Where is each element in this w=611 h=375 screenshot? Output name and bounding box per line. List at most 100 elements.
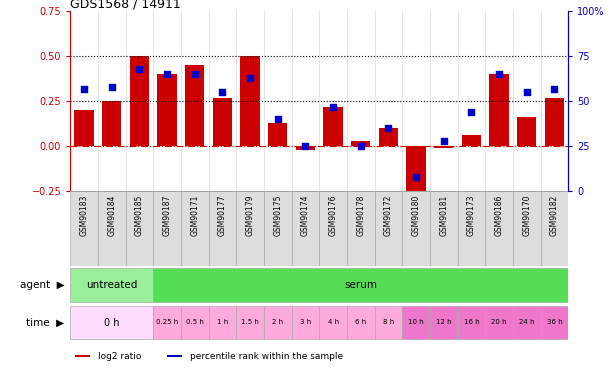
Point [439,138,448,144]
Bar [489,74,509,146]
Point [190,71,200,77]
Text: GSM90186: GSM90186 [494,194,503,236]
Bar [153,268,568,302]
Text: 10 h: 10 h [408,320,424,326]
Bar [102,101,122,146]
Text: GSM90170: GSM90170 [522,194,531,236]
Text: 0 h: 0 h [104,318,120,327]
Point [467,109,477,115]
Text: GSM90179: GSM90179 [246,194,255,236]
Bar [181,306,208,339]
Text: untreated: untreated [86,280,137,290]
Bar [458,191,485,266]
Bar [70,306,153,339]
Text: GSM90180: GSM90180 [412,194,420,236]
Text: agent  ▶: agent ▶ [20,280,64,290]
Text: serum: serum [344,280,377,290]
Bar [406,146,426,200]
Text: GSM90183: GSM90183 [79,194,89,236]
Point [245,75,255,81]
Bar [323,106,343,146]
Point [107,84,117,90]
Text: 16 h: 16 h [464,320,479,326]
Point [328,104,338,110]
Bar [485,306,513,339]
Text: GSM90178: GSM90178 [356,194,365,236]
Bar [70,268,153,302]
Bar [430,306,458,339]
Text: GSM90177: GSM90177 [218,194,227,236]
Bar [320,191,347,266]
Text: GSM90174: GSM90174 [301,194,310,236]
Bar [268,123,287,146]
Point [411,174,421,180]
Bar [402,191,430,266]
Bar [351,141,370,146]
Bar [375,191,402,266]
Bar [70,191,98,266]
Point [79,86,89,92]
Text: GSM90184: GSM90184 [108,194,116,236]
Bar [75,110,93,146]
Point [356,143,365,149]
Bar [291,306,320,339]
Text: 4 h: 4 h [327,320,338,326]
Bar [485,191,513,266]
Bar [545,98,564,146]
Point [162,71,172,77]
Text: GSM90182: GSM90182 [550,194,559,236]
Text: log2 ratio: log2 ratio [98,352,141,361]
Point [301,143,310,149]
Point [218,89,227,95]
Bar [264,191,291,266]
Bar [153,306,181,339]
Text: GSM90185: GSM90185 [135,194,144,236]
Bar [153,191,181,266]
Point [134,66,144,72]
Text: GSM90173: GSM90173 [467,194,476,236]
Text: GSM90176: GSM90176 [329,194,338,236]
Bar [458,306,485,339]
Bar [264,306,291,339]
Bar [181,191,208,266]
Point [273,116,283,122]
Text: GDS1568 / 14911: GDS1568 / 14911 [70,0,181,10]
Text: 8 h: 8 h [382,320,394,326]
Text: 36 h: 36 h [546,320,562,326]
Text: 12 h: 12 h [436,320,452,326]
Bar [291,191,320,266]
Bar [517,117,536,146]
Bar [236,306,264,339]
Bar [320,306,347,339]
Text: time  ▶: time ▶ [26,318,64,327]
Bar [208,191,236,266]
Bar [430,191,458,266]
Bar [75,356,90,357]
Bar [236,191,264,266]
Bar [158,74,177,146]
Bar [167,356,182,357]
Bar [462,135,481,146]
Text: 0.5 h: 0.5 h [186,320,203,326]
Bar [347,306,375,339]
Bar [375,306,402,339]
Text: percentile rank within the sample: percentile rank within the sample [190,352,343,361]
Bar [541,191,568,266]
Bar [434,146,453,148]
Bar [347,191,375,266]
Text: GSM90171: GSM90171 [190,194,199,236]
Bar [402,306,430,339]
Text: GSM90187: GSM90187 [163,194,172,236]
Text: 6 h: 6 h [355,320,367,326]
Bar [513,191,541,266]
Text: GSM90175: GSM90175 [273,194,282,236]
Bar [240,56,260,146]
Text: 3 h: 3 h [300,320,311,326]
Bar [379,128,398,146]
Bar [98,191,126,266]
Point [384,125,393,131]
Text: 1 h: 1 h [217,320,228,326]
Bar [185,65,205,146]
Bar [513,306,541,339]
Bar [208,306,236,339]
